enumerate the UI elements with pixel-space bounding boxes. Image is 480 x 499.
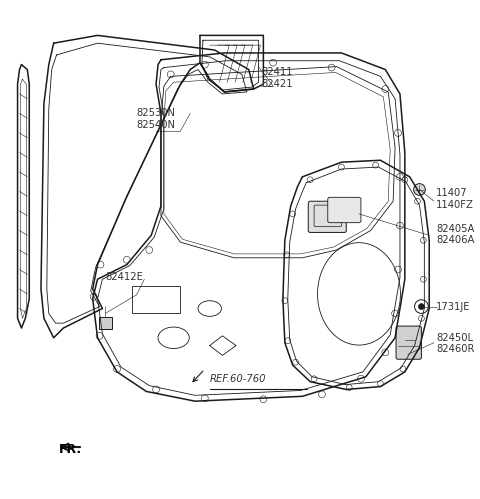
Text: 1731JE: 1731JE (436, 301, 470, 311)
Text: 82412E: 82412E (105, 272, 143, 282)
Circle shape (414, 184, 425, 196)
Text: 1140FZ: 1140FZ (436, 200, 474, 210)
Text: 82540N: 82540N (137, 120, 176, 130)
FancyBboxPatch shape (328, 197, 361, 223)
FancyBboxPatch shape (396, 326, 421, 359)
Text: 82530N: 82530N (137, 108, 176, 118)
Text: 11407: 11407 (436, 189, 468, 199)
Text: 82450L: 82450L (436, 333, 473, 343)
Text: 82411: 82411 (262, 67, 293, 77)
Circle shape (419, 303, 424, 309)
Bar (98, 317, 112, 329)
Text: 82421: 82421 (262, 79, 293, 89)
Text: 82460R: 82460R (436, 344, 474, 354)
FancyBboxPatch shape (308, 201, 346, 233)
Text: REF.60-760: REF.60-760 (210, 374, 266, 384)
Text: 82405A: 82405A (436, 224, 474, 234)
Text: 82406A: 82406A (436, 235, 474, 245)
Text: FR.: FR. (59, 444, 82, 457)
Bar (132, 286, 180, 313)
